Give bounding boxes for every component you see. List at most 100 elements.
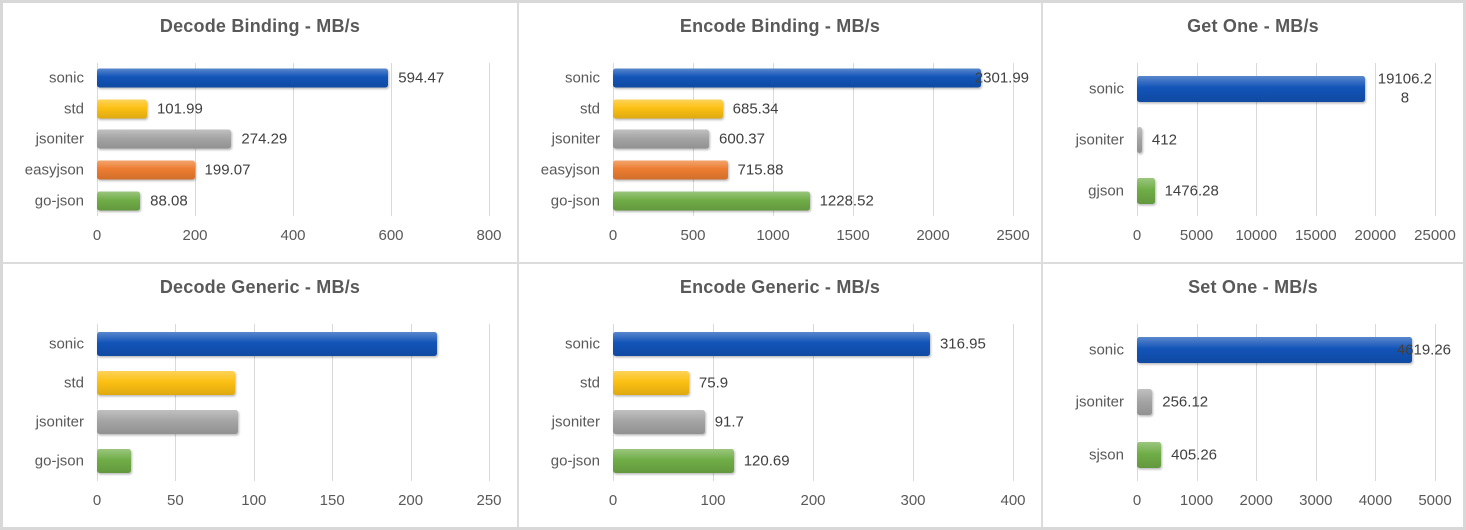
bar-jsoniter (1137, 126, 1142, 153)
value-label: 256.12 (1162, 393, 1209, 411)
bar-row: sonic 2301.99 (565, 63, 1029, 94)
bar-sonic (97, 331, 438, 356)
x-tick-label: 600 (378, 227, 404, 244)
bar-row: jsoniter 600.37 (552, 124, 1013, 155)
x-tick-label: 200 (182, 227, 208, 244)
x-tick-label: 400 (280, 227, 306, 244)
plot: sonic std jsoniter go-json (35, 324, 490, 481)
category-label: easyjson (540, 161, 600, 179)
value-label: 600.37 (719, 130, 765, 148)
bar-sonic (1137, 337, 1413, 364)
gridline (1435, 63, 1436, 216)
bar-std (97, 370, 235, 395)
value-label: 1476.28 (1164, 182, 1219, 199)
bar-row: jsoniter 412 (1076, 114, 1435, 165)
x-tick-label: 0 (608, 227, 618, 244)
x-tick-label: 200 (398, 492, 424, 509)
category-label: sonic (564, 69, 600, 87)
chart-panel-decode-generic: Decode Generic - MB/s sonic std jsoniter go… (3, 264, 519, 527)
gridline (410, 324, 412, 481)
bar-jsoniter (613, 410, 705, 435)
x-tick-label: 1500 (836, 227, 870, 244)
bar-row: jsoniter 91.7 (552, 403, 1013, 442)
gridline (933, 63, 934, 216)
value-label: 101.99 (156, 100, 203, 118)
chart-panel-decode-binding: Decode Binding - MB/s sonic 594.47 std 101.… (3, 3, 519, 264)
category-label: jsoniter (551, 413, 600, 431)
x-tick-label: 0 (1132, 227, 1142, 244)
x-tick-label: 500 (680, 227, 706, 244)
plot: sonic 594.47 std 101.99 jsoniter 274.29 easyjs… (25, 63, 490, 216)
chart-title: Decode Binding - MB/s (159, 16, 361, 36)
x-tick-label: 2000 (1239, 492, 1273, 509)
plot: sonic 2301.99 std 685.34 jsoniter 600.37 easyj… (541, 63, 1029, 216)
bar-jsoniter (613, 129, 710, 149)
value-label: 75.9 (698, 374, 729, 392)
chart-plot-area: sonic 316.95 std 75.9 jsoniter 91.7 go-json 120… (519, 316, 1041, 527)
category-label: jsoniter (1075, 131, 1124, 148)
x-tick-label: 25000 (1414, 227, 1456, 244)
category-label: sjson (1088, 446, 1124, 464)
category-label: go-json (550, 452, 600, 470)
chart-plot-area: sonic std jsoniter go-json 0 50 100 150 200 250 (3, 316, 517, 527)
gridline (1196, 324, 1198, 481)
x-tick-label: 4000 (1358, 492, 1393, 509)
y-axis-line (613, 324, 614, 481)
chart-title: Set One - MB/s (1188, 277, 1318, 297)
x-tick-label: 2000 (916, 227, 950, 244)
value-label: 316.95 (939, 335, 986, 353)
x-tick-label: 250 (476, 492, 502, 509)
bar-row: sjson 405.26 (1089, 429, 1435, 481)
x-tick-label: 0 (92, 492, 102, 509)
gridline (1256, 63, 1258, 216)
value-label: 199.07 (204, 161, 251, 179)
bar-row: go-json 1228.52 (551, 185, 1013, 216)
plot: sonic 316.95 std 75.9 jsoniter 91.7 go-json 120… (551, 324, 1014, 481)
gridline (1375, 324, 1377, 481)
bar-sonic (613, 68, 982, 88)
bar-row: easyjson 199.07 (25, 155, 489, 186)
plot: sonic 4619.26 jsoniter 256.12 sjson 405.26 (1076, 324, 1451, 481)
x-tick-label: 50 (167, 492, 184, 509)
chart-plot-area: sonic 594.47 std 101.99 jsoniter 274.29 easyjs… (3, 55, 517, 262)
x-tick-label: 20000 (1354, 227, 1397, 244)
category-label: std (579, 100, 600, 118)
category-label: gjson (1088, 182, 1124, 199)
gridline (293, 63, 294, 216)
bar-sonic (1137, 75, 1365, 102)
x-tick-label: 100 (241, 492, 267, 509)
x-tick-label: 15000 (1294, 227, 1337, 244)
bar-sjson (1137, 441, 1162, 468)
value-label: 2301.99 (974, 69, 1030, 87)
x-tick-label: 100 (700, 492, 726, 509)
bar-row: go-json 120.69 (551, 442, 1013, 481)
value-label: 120.69 (743, 452, 790, 470)
bar-sonic (97, 68, 389, 88)
value-label: 412 (1151, 131, 1177, 148)
category-label: std (579, 374, 600, 392)
x-tick-label: 150 (319, 492, 345, 509)
x-tick-label: 0 (92, 227, 102, 244)
chart-title: Get One - MB/s (1187, 16, 1319, 36)
x-tick-label: 400 (1000, 492, 1026, 509)
x-tick-label: 200 (800, 492, 826, 509)
bar-row: std (64, 363, 489, 402)
x-tick-label: 1000 (756, 227, 790, 244)
bar-row: go-json (35, 442, 489, 481)
category-label: sonic (1088, 80, 1124, 97)
category-label: easyjson (24, 161, 84, 179)
category-label: jsoniter (35, 413, 84, 431)
plot-rows: sonic 594.47 std 101.99 jsoniter 274.29 easyjs… (25, 63, 489, 216)
category-label: sonic (48, 69, 84, 87)
bar-row: std 685.34 (580, 94, 1013, 125)
bar-row: sonic (49, 324, 489, 363)
bar-go-json (97, 449, 132, 474)
value-label: 88.08 (150, 192, 188, 210)
bar-jsoniter (97, 129, 232, 149)
value-label: 19106.28 (1377, 70, 1432, 107)
value-label: 1228.52 (819, 192, 874, 210)
plot-rows: sonic 316.95 std 75.9 jsoniter 91.7 go-json 120… (551, 324, 1013, 481)
value-label: 405.26 (1171, 446, 1218, 464)
chart-panel-set-one: Set One - MB/s sonic 4619.26 jsoniter 256.1… (1043, 264, 1463, 527)
